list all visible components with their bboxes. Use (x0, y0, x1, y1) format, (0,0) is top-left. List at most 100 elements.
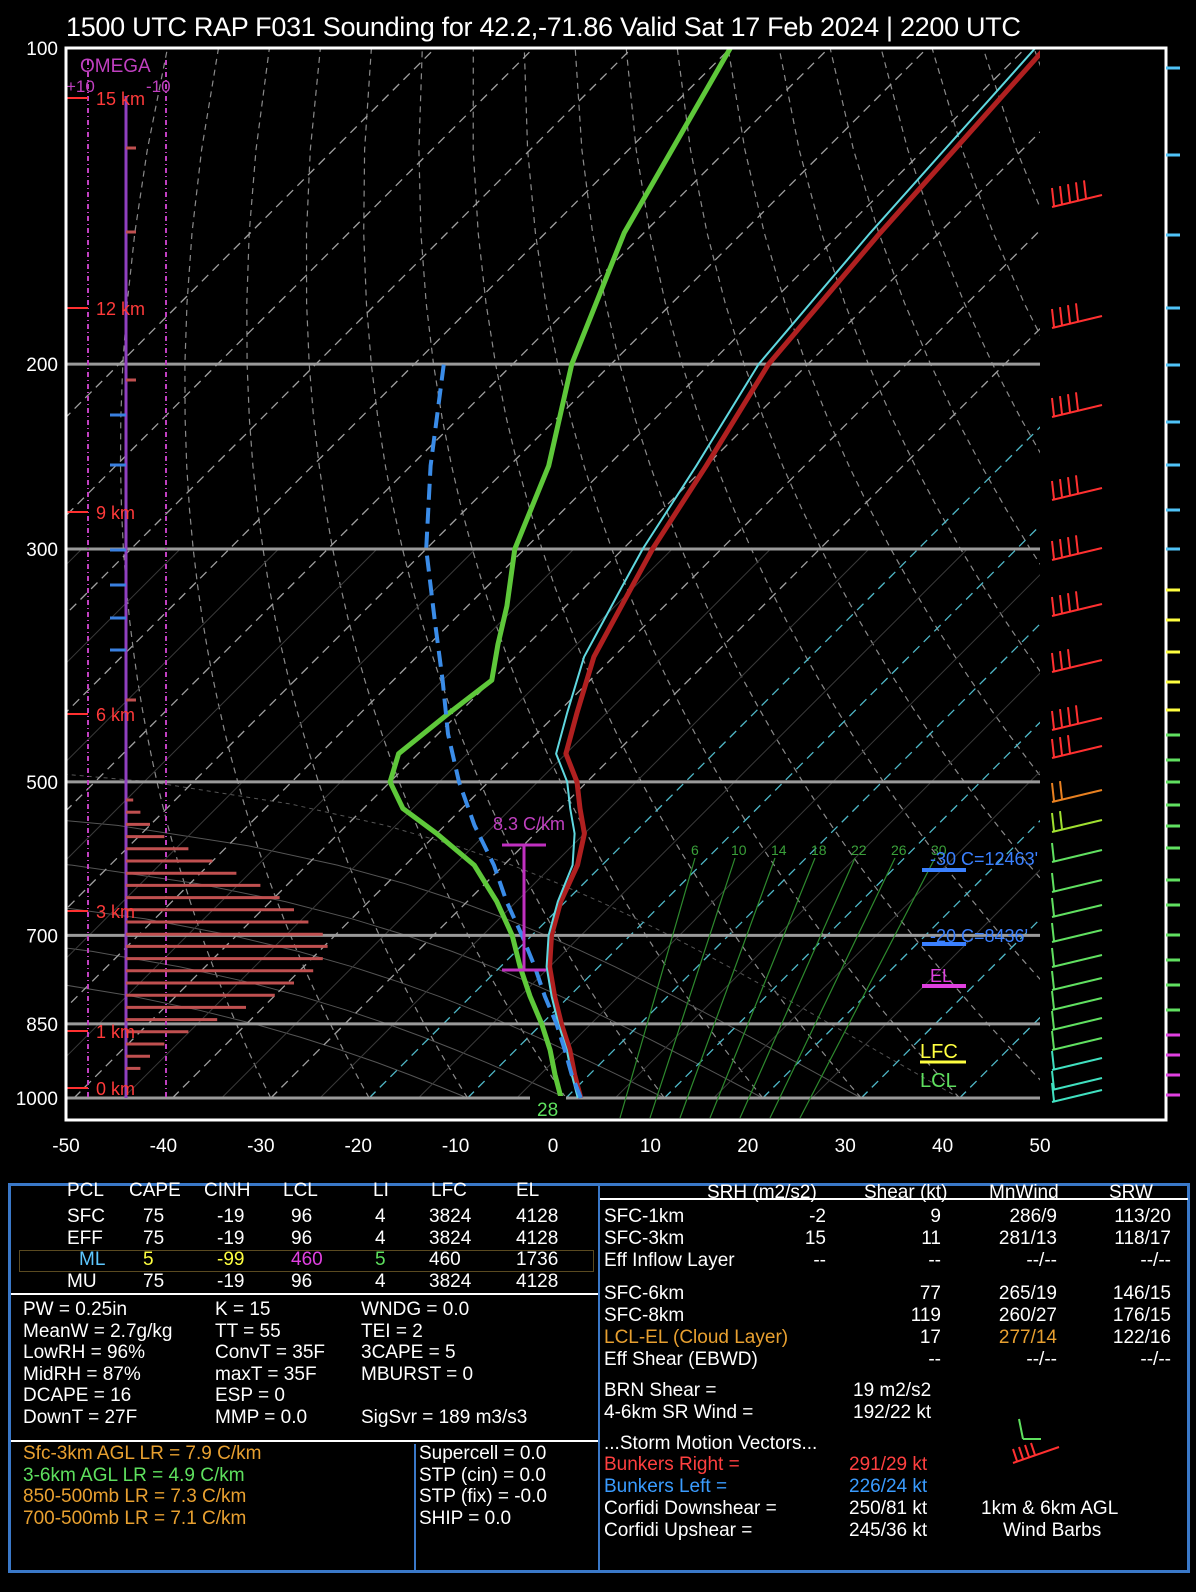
barb-caption-2: Wind Barbs (1003, 1520, 1102, 1541)
panel-divider-v2 (414, 1444, 416, 1571)
mixing-ratio-line (619, 857, 696, 1119)
temp-tick: -20 (344, 1136, 371, 1157)
wind-barb (1051, 735, 1103, 759)
th-pcl: PCL (67, 1180, 104, 1201)
dry-adiabat (1085, 48, 1196, 1098)
pressure-tick: 700 (26, 926, 58, 947)
thermo-cell-lfc: 3824 (429, 1227, 472, 1249)
isotherm-minor (66, 548, 279, 763)
isotherm-minor (811, 869, 1040, 1099)
th-lfc: LFC (431, 1180, 467, 1201)
lapse-item: 850-500mb LR = 7.3 C/km (23, 1486, 247, 1508)
isotherm (66, 48, 535, 517)
temp-tick: 20 (737, 1136, 758, 1157)
isotherm-minor (713, 770, 1040, 1099)
dry-adiabat (472, 48, 862, 1099)
parameters-panel: PCL CAPE CINH LCL LI LFC EL SFC 75 -19 96 4 3… (8, 1180, 1190, 1573)
lapse-item: 700-500mb LR = 7.1 C/km (23, 1507, 247, 1529)
kin-cell-srw: 146/15 (1112, 1283, 1171, 1304)
isotherm (368, 426, 1040, 1099)
srwind-value: 192/22 kt (853, 1402, 932, 1423)
kin-cell-srh: 15 (804, 1228, 826, 1249)
series-temperature (547, 50, 1040, 1099)
col1-item: DownT = 27F (23, 1407, 138, 1428)
height-label: 12 km (96, 299, 145, 319)
hodo-barbs-icon (1012, 1418, 1060, 1464)
moist-adiabat (0, 734, 1196, 1098)
pressure-tick: 200 (26, 355, 58, 376)
wind-barb (1051, 475, 1103, 501)
isotherm (1058, 48, 1196, 1098)
thermo-cell-li: 4 (375, 1227, 386, 1249)
kin-cell-label: Eff Shear (EBWD) (604, 1349, 758, 1370)
wind-barb (1051, 649, 1103, 673)
temp-tick: 10 (640, 1136, 661, 1157)
isotherm (565, 623, 1040, 1099)
col2-item: ESP = 0 (215, 1385, 285, 1407)
mixing-ratio-label: 6 (691, 842, 699, 858)
isotherm (66, 48, 928, 911)
wind-barb (1051, 922, 1103, 943)
wind-barb (1051, 1082, 1103, 1103)
thermo-cell-li: 4 (375, 1270, 386, 1292)
th-el: EL (516, 1180, 540, 1201)
isotherm-minor (319, 548, 870, 1099)
isotherm-minor (418, 548, 968, 1099)
temp-tick: -40 (150, 1136, 177, 1157)
col1-item: PW = 0.25in (23, 1299, 128, 1320)
bunkers-right-label: Bunkers Right = (604, 1454, 740, 1475)
thermo-cell-li: 5 (375, 1249, 386, 1270)
kin-cell-srw: 122/16 (1112, 1327, 1171, 1348)
kin-cell-srw: --/-- (1140, 1349, 1171, 1370)
col2-item: ConvT = 35F (215, 1342, 326, 1364)
wind-barb (1051, 705, 1103, 731)
height-label: 6 km (96, 705, 135, 725)
thermo-cell-cape: 75 (143, 1270, 165, 1292)
panel-divider-h2 (11, 1440, 598, 1442)
storm-header: ...Storm Motion Vectors... (604, 1433, 818, 1454)
wind-barb (1051, 990, 1103, 1011)
pressure-tick: 100 (26, 39, 58, 60)
temp-tick: 0 (548, 1136, 559, 1157)
sfc-temp-bg (530, 1096, 566, 1120)
wind-barb (1051, 872, 1103, 893)
kin-cell-srh: -2 (809, 1206, 826, 1227)
kin-cell-label: SFC-6km (604, 1283, 685, 1304)
kin-cell-mnwind: --/-- (1026, 1349, 1057, 1370)
thermo-cell-el: 1736 (516, 1249, 559, 1270)
col2-item: TT = 55 (215, 1320, 281, 1342)
isotherm-minor (122, 548, 673, 1099)
omega-tick-minus: -10 (146, 77, 171, 96)
wind-barb (1051, 780, 1103, 803)
barb-caption-1: 1km & 6km AGL (981, 1498, 1119, 1519)
dry-adiabat (305, 48, 567, 1099)
kin-cell-shear: 77 (919, 1283, 941, 1304)
kh-srw: SRW (1109, 1182, 1153, 1203)
panel-divider-h3 (600, 1198, 1188, 1200)
srwind-label: 4-6km SR Wind = (604, 1402, 754, 1423)
kin-cell-label: SFC-3km (604, 1228, 685, 1249)
isotherm-minor (614, 672, 1040, 1099)
panel-divider-h1 (11, 1293, 598, 1295)
mixing-ratio-line (739, 857, 856, 1119)
omega-tick-plus: +10 (66, 77, 95, 96)
thermo-cell-li: 4 (375, 1206, 386, 1227)
bunkers-left-value: 226/24 kt (849, 1476, 928, 1497)
isotherm (762, 819, 1040, 1099)
kin-cell-mnwind: 265/19 (998, 1283, 1057, 1304)
thermo-cell-cape: 5 (143, 1249, 154, 1270)
thermo-cell-lcl: 460 (291, 1249, 323, 1270)
wind-barb (1051, 897, 1103, 918)
mixing-ratio-label: 30 (931, 842, 947, 858)
kin-cell-shear: 9 (930, 1206, 941, 1227)
dry-adiabat (727, 48, 1040, 777)
bunkers-left-label: Bunkers Left = (604, 1476, 728, 1497)
wb20-label: -20 C=8436' (930, 926, 1028, 946)
kin-cell-shear: 119 (910, 1305, 941, 1326)
thermo-cell-cinh: -19 (217, 1227, 245, 1249)
plot-frame (64, 46, 1168, 1122)
pressure-tick: 500 (26, 773, 58, 794)
skewt-diagram: 6 10 14 18 22 26 30 15 km 12 km 9 km 6 km 3 km 1 km 0… (0, 39, 1196, 1157)
col2-item: K = 15 (215, 1299, 271, 1320)
isotherm (860, 918, 1040, 1099)
